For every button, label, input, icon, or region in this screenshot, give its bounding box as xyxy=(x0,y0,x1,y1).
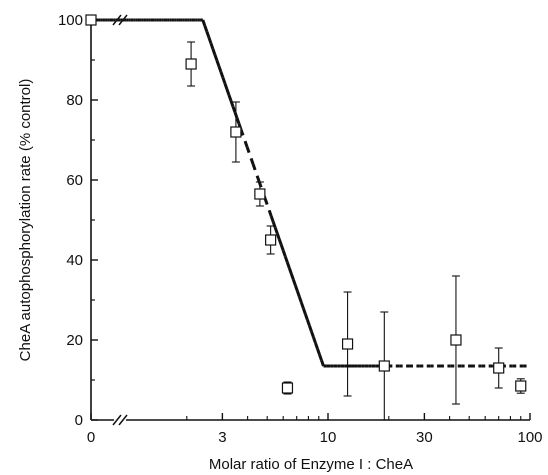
data-point xyxy=(265,234,277,246)
fit-line-segment xyxy=(289,273,295,280)
fit-line-segment xyxy=(291,279,297,286)
data-point xyxy=(450,334,462,346)
fit-line-segment xyxy=(243,140,249,148)
y-tick-label: 40 xyxy=(66,252,83,269)
fit-line-segment xyxy=(273,227,279,234)
x-axis-ticks: 0 3 10 30 100 xyxy=(87,413,543,446)
fit-line-segment xyxy=(221,77,227,84)
plot-area xyxy=(90,20,530,421)
fit-line-segment xyxy=(281,250,287,257)
fit-line-segment xyxy=(209,42,215,50)
fit-line-segment xyxy=(223,82,229,90)
y-axis-title: CheA autophosphorylation rate (% control… xyxy=(17,79,34,362)
data-point xyxy=(85,14,97,26)
y-tick-label: 100 xyxy=(58,12,83,29)
fit-line-segment xyxy=(213,54,219,61)
fit-line-segment xyxy=(271,221,277,229)
fit-line-segment xyxy=(310,330,315,338)
fit-line-segment xyxy=(320,359,325,367)
x-axis-title: Molar ratio of Enzyme I : CheA xyxy=(209,456,413,473)
x-tick-label: 0 xyxy=(87,429,95,446)
fit-line-segment xyxy=(207,36,213,44)
data-point xyxy=(493,362,505,374)
fit-line-segment xyxy=(219,71,225,79)
fit-line-segment xyxy=(245,146,251,154)
y-axis-ticks: 0 20 40 60 80 100 xyxy=(58,12,98,429)
fit-line-segment xyxy=(267,209,273,217)
fit-line xyxy=(91,18,527,368)
fit-line-segment xyxy=(251,163,257,171)
x-axis-break-gap xyxy=(114,414,126,426)
fit-line-segment xyxy=(229,100,235,107)
x-axis-break-mark xyxy=(118,414,128,426)
fit-line-segment xyxy=(305,319,311,327)
fit-line-segment xyxy=(215,59,221,67)
fit-line-segment xyxy=(275,232,281,240)
fit-line-segment xyxy=(255,175,261,182)
fit-line-segment xyxy=(308,325,313,332)
x-tick-label: 3 xyxy=(218,429,226,446)
fit-line-segment xyxy=(235,117,241,125)
data-point xyxy=(281,382,294,394)
fit-line-segment xyxy=(269,215,275,223)
fit-line-segment xyxy=(225,88,231,96)
x-tick-label: 30 xyxy=(416,429,433,446)
y-tick-label: 0 xyxy=(75,412,83,429)
fit-line-segment xyxy=(211,48,217,56)
fit-line-segment xyxy=(295,290,301,298)
fit-line-segment xyxy=(279,244,285,252)
fit-line-segment xyxy=(277,238,283,246)
data-point xyxy=(185,58,197,70)
data-point xyxy=(378,360,390,372)
x-axis-break-mark xyxy=(112,414,122,426)
fit-line-segment xyxy=(203,25,209,33)
fit-line-segment xyxy=(201,19,207,27)
x-tick-label: 10 xyxy=(320,429,337,446)
data-point xyxy=(515,380,527,392)
y-tick-label: 20 xyxy=(66,332,83,349)
fit-line-segment xyxy=(299,302,305,309)
x-tick-label: 100 xyxy=(517,429,542,446)
fit-line-segment xyxy=(303,313,309,321)
axis-break-marks xyxy=(112,14,128,426)
fit-line-segment xyxy=(297,296,303,304)
data-point xyxy=(341,338,354,350)
fit-line-segment xyxy=(312,336,317,344)
data-point xyxy=(254,188,266,200)
fit-line-segment xyxy=(205,31,211,38)
fit-line-segment xyxy=(227,94,233,102)
fit-line-segment xyxy=(249,157,255,165)
fit-line-segment xyxy=(263,198,269,206)
fit-line-segment xyxy=(217,65,223,73)
fit-line-segment xyxy=(318,353,323,361)
data-point xyxy=(230,126,242,138)
fit-line-segment xyxy=(314,342,319,350)
fit-line-segment xyxy=(231,106,237,113)
fit-line-segment xyxy=(301,307,307,315)
fit-line-segment xyxy=(293,284,299,292)
fit-line-segment xyxy=(285,261,291,269)
y-tick-label: 80 xyxy=(66,92,83,109)
fit-line-segment xyxy=(287,267,293,275)
fit-line-segment xyxy=(283,255,289,263)
fit-line-segment xyxy=(316,348,321,355)
y-tick-label: 60 xyxy=(66,172,83,189)
data-points xyxy=(85,14,527,421)
